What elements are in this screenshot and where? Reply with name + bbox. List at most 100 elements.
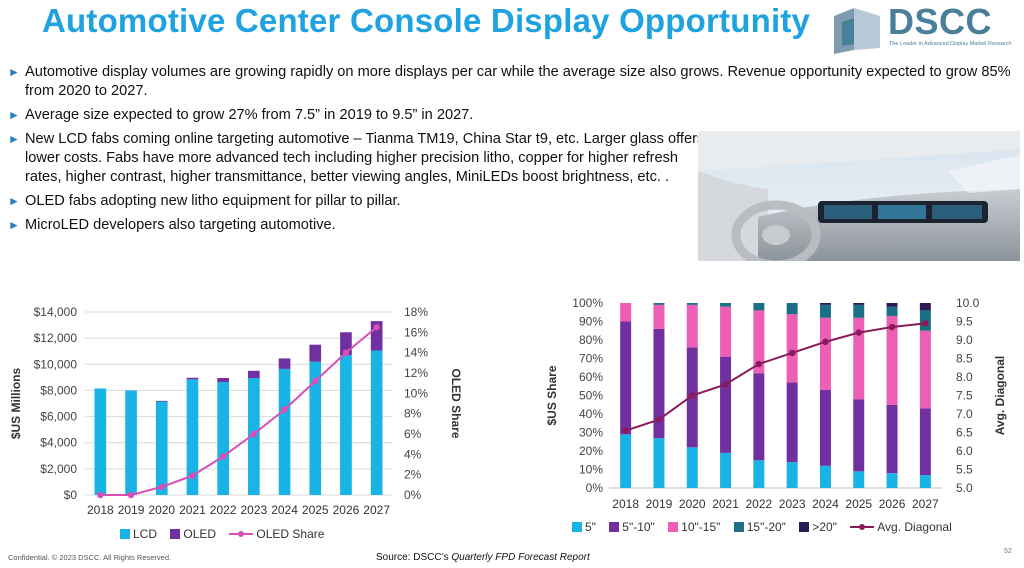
legend-label: OLED Share (256, 527, 325, 541)
bar-segment (819, 303, 831, 305)
x-tick-label: 2019 (646, 497, 673, 511)
avg-diagonal-point (755, 360, 763, 368)
y-tick-label: 40% (579, 407, 603, 421)
bar-segment (653, 304, 665, 329)
y-tick-label: 0% (586, 481, 604, 495)
legend-swatch (120, 529, 130, 539)
bar-oled (309, 344, 322, 362)
bullet-arrow-icon: ► (8, 132, 20, 146)
legend-item-5-10in: 5"-10" (609, 520, 655, 534)
bar-oled (155, 400, 168, 402)
avg-diagonal-point (888, 323, 896, 331)
confidential-notice: Confidential. © 2023 DSCC. All Rights Re… (8, 553, 172, 562)
source-prefix: Source: DSCC’s (376, 552, 452, 563)
bar-segment (753, 460, 765, 488)
source-title: Quarterly FPD Forecast Report (451, 552, 590, 563)
x-tick-label: 2025 (302, 503, 329, 517)
y-tick-label: $8,000 (40, 383, 77, 397)
avg-diagonal-point (689, 392, 696, 399)
x-tick-label: 2018 (612, 497, 639, 511)
oled-share-point (281, 406, 288, 413)
y-tick-label: 20% (579, 444, 603, 458)
bar-segment (886, 303, 898, 307)
bullet-item: ► MicroLED developers also targeting aut… (8, 216, 1018, 235)
revenue-chart-legend: LCD OLED OLED Share (120, 527, 334, 542)
y2-tick-label: 9.5 (956, 315, 973, 329)
y2-tick-label: 14% (404, 346, 428, 360)
x-tick-label: 2021 (712, 497, 739, 511)
bar-segment (886, 306, 898, 316)
bullet-item: ► OLED fabs adopting new litho equipment… (8, 192, 1018, 211)
y-axis-label: $US Share (545, 365, 559, 425)
bar-segment (819, 317, 831, 390)
legend-label: 5" (585, 520, 596, 534)
bar-oled (248, 370, 260, 379)
legend-swatch (668, 522, 679, 532)
bar-segment (886, 315, 898, 405)
legend-item-lcd: LCD (120, 527, 157, 541)
avg-diagonal-point (655, 416, 663, 423)
y2-tick-label: 0% (404, 488, 422, 502)
avg-diagonal-point (788, 349, 796, 357)
x-tick-label: 2020 (679, 497, 706, 511)
y-tick-label: $4,000 (40, 436, 77, 450)
legend-swatch (733, 522, 744, 532)
legend-label: Avg. Diagonal (877, 520, 952, 534)
oled-share-point (189, 472, 196, 479)
y2-tick-label: 7.5 (956, 389, 973, 403)
oled-share-line (100, 326, 378, 496)
y2-tick-label: 8% (404, 407, 422, 421)
bullet-text: Automotive display volumes are growing r… (25, 64, 1011, 99)
bar-lcd (340, 355, 352, 495)
y2-tick-label: 9.0 (956, 333, 973, 347)
bar-segment (853, 471, 865, 488)
legend-label: LCD (133, 527, 158, 541)
y-tick-label: $6,000 (40, 410, 77, 424)
legend-item-15-20in: 15"-20" (733, 520, 786, 534)
logo-name: DSCC (888, 1, 993, 42)
avg-diagonal-point (922, 320, 929, 327)
x-tick-label: 2022 (745, 497, 772, 511)
bar-segment (686, 447, 698, 488)
bar-segment (753, 373, 765, 461)
y2-tick-label: 5.5 (956, 463, 973, 477)
legend-line-icon (229, 531, 254, 537)
bar-segment (653, 328, 665, 439)
y2-tick-label: 8.0 (956, 370, 973, 384)
y2-tick-label: 7.0 (956, 407, 973, 421)
bar-segment (786, 314, 798, 383)
bullet-arrow-icon: ► (8, 108, 20, 122)
x-tick-label: 2027 (363, 503, 390, 517)
x-tick-label: 2024 (812, 497, 839, 511)
x-tick-label: 2026 (879, 497, 906, 511)
y2-tick-label: 4% (404, 447, 422, 461)
bar-segment (720, 356, 732, 453)
y2-tick-label: 6.5 (956, 426, 973, 440)
bullet-item: ► Automotive display volumes are growing… (8, 63, 1018, 101)
oled-share-point (342, 349, 350, 356)
avg-diagonal-point (855, 329, 862, 336)
legend-item-oled-share: OLED Share (229, 527, 324, 541)
bar-lcd (125, 390, 137, 495)
x-tick-label: 2023 (240, 503, 267, 517)
y-tick-label: 30% (579, 426, 603, 440)
oled-share-point (373, 324, 380, 331)
bar-segment (720, 306, 732, 357)
bar-segment (653, 303, 665, 305)
legend-swatch (170, 529, 181, 539)
bar-lcd (370, 350, 383, 495)
y-tick-label: $0 (64, 488, 78, 502)
bar-segment (720, 303, 732, 307)
bullet-item: ► Average size expected to grow 27% from… (8, 106, 1018, 125)
bullet-text: MicroLED developers also targeting autom… (25, 217, 336, 233)
y2-tick-label: 12% (404, 366, 428, 380)
legend-label: OLED (183, 527, 217, 541)
bar-segment (753, 310, 765, 374)
y2-tick-label: 6% (404, 427, 422, 441)
y2-tick-label: 8.5 (956, 352, 973, 366)
oled-share-point (97, 491, 104, 499)
dscc-logo (834, 8, 880, 54)
bar-segment (853, 303, 865, 305)
legend-label: 10"-15" (681, 520, 721, 534)
bar-segment (620, 321, 632, 435)
